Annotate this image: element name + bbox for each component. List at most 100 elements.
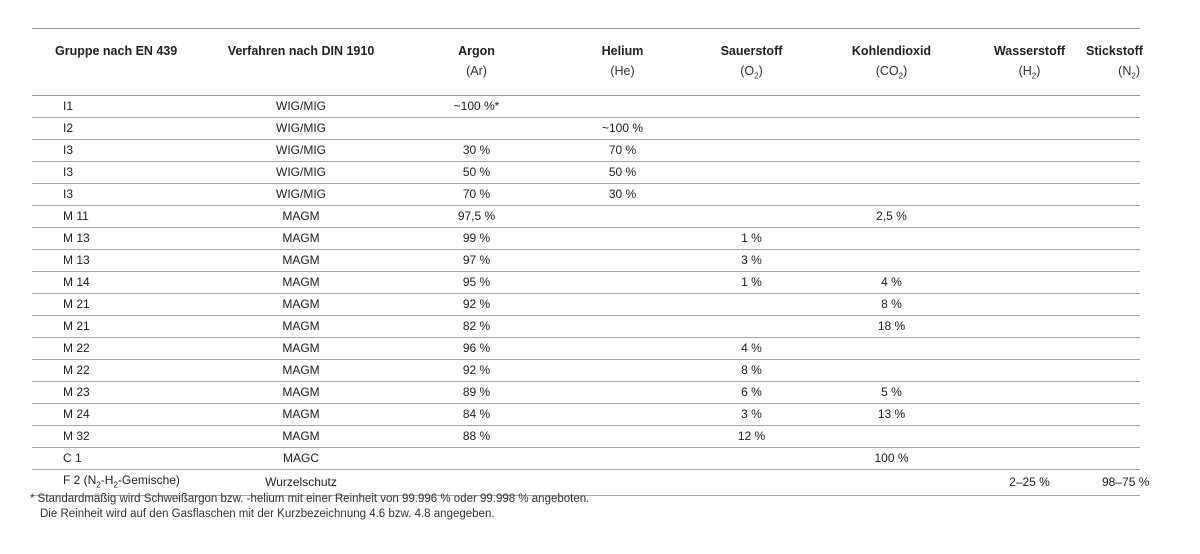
header-co2: Kohlendioxid (CO2) xyxy=(814,29,966,96)
table-row: M 11 MAGM 97,5 % 2,5 % xyxy=(32,205,1140,227)
header-oxygen: Sauerstoff (O2) xyxy=(686,29,814,96)
cell-oxygen xyxy=(686,315,814,337)
cell-argon: 88 % xyxy=(462,428,491,443)
group-label-part: -H xyxy=(100,472,114,487)
header-group-label: Gruppe nach EN 439 xyxy=(55,44,178,58)
cell-group: M 32 xyxy=(63,428,90,443)
cell-helium xyxy=(556,359,686,381)
formula-end: ) xyxy=(758,64,763,78)
cell-co2 xyxy=(814,183,966,205)
cell-hydrogen xyxy=(966,95,1086,117)
cell-nitrogen xyxy=(1086,205,1140,227)
cell-helium xyxy=(556,95,686,117)
cell-group: M 13 xyxy=(63,230,90,245)
table-row: C 1 MAGC 100 % xyxy=(32,447,1140,469)
cell-nitrogen xyxy=(1086,337,1140,359)
cell-hydrogen xyxy=(966,117,1086,139)
cell-argon: 50 % xyxy=(462,164,491,179)
cell-argon: 30 % xyxy=(462,142,491,157)
header-hydrogen-formula: (H2) xyxy=(973,61,1086,87)
table-row: M 21 MAGM 82 % 18 % xyxy=(32,315,1140,337)
cell-co2 xyxy=(814,139,966,161)
cell-oxygen xyxy=(686,139,814,161)
cell-hydrogen xyxy=(966,425,1086,447)
cell-hydrogen xyxy=(966,337,1086,359)
cell-nitrogen xyxy=(1086,315,1140,337)
cell-hydrogen xyxy=(966,183,1086,205)
cell-hydrogen xyxy=(966,359,1086,381)
cell-oxygen xyxy=(686,469,814,495)
footnote-line-1: * Standardmäßig wird Schweißargon bzw. -… xyxy=(30,493,590,505)
cell-hydrogen xyxy=(966,227,1086,249)
cell-group: I3 xyxy=(63,164,74,179)
table-row: F 2 (N2-H2-Gemische) Wurzelschutz 2–25 % 98… xyxy=(32,469,1149,496)
cell-oxygen: 8 % xyxy=(741,362,762,377)
cell-co2 xyxy=(814,161,966,183)
cell-process: MAGM xyxy=(282,406,320,421)
cell-co2 xyxy=(814,95,966,117)
cell-process: MAGM xyxy=(282,340,320,355)
cell-process: WIG/MIG xyxy=(276,120,326,135)
formula-main: (He) xyxy=(610,64,635,78)
cell-helium xyxy=(556,315,686,337)
cell-helium xyxy=(556,337,686,359)
formula-main: (N xyxy=(1118,64,1132,78)
cell-group: M 22 xyxy=(63,340,90,355)
formula-main: (Ar) xyxy=(466,64,487,78)
cell-hydrogen: 2–25 % xyxy=(1009,474,1050,489)
cell-group: M 24 xyxy=(63,406,90,421)
cell-oxygen xyxy=(686,205,814,227)
cell-hydrogen xyxy=(966,161,1086,183)
cell-process: MAGM xyxy=(282,296,320,311)
cell-helium xyxy=(556,271,686,293)
cell-co2 xyxy=(814,469,966,495)
table-row: M 13 MAGM 99 % 1 % xyxy=(32,227,1140,249)
cell-argon: 95 % xyxy=(462,274,491,289)
formula-index: 2 xyxy=(898,71,904,81)
header-hydrogen: Wasserstoff (H2) xyxy=(966,29,1086,96)
header-argon-label: Argon xyxy=(458,44,495,58)
footnote: * Standardmäßig wird Schweißargon bzw. -… xyxy=(30,492,589,522)
header-nitrogen-formula: (N2) xyxy=(1086,61,1140,87)
formula-end: ) xyxy=(903,64,908,78)
cell-argon: 82 % xyxy=(462,318,491,333)
formula-end: ) xyxy=(1036,64,1041,78)
header-co2-label: Kohlendioxid xyxy=(851,44,932,58)
cell-argon: 97 % xyxy=(462,252,491,267)
cell-nitrogen xyxy=(1086,447,1140,469)
cell-co2: 18 % xyxy=(877,318,906,333)
cell-co2 xyxy=(814,425,966,447)
table-row: M 22 MAGM 96 % 4 % xyxy=(32,337,1140,359)
header-helium: Helium (He) xyxy=(556,29,686,96)
cell-group: M 13 xyxy=(63,252,90,267)
cell-process: MAGM xyxy=(282,208,320,223)
cell-oxygen: 4 % xyxy=(741,340,762,355)
table-header: Gruppe nach EN 439 Verfahren nach DIN 191… xyxy=(32,28,1143,96)
table-row: M 14 MAGM 95 % 1 % 4 % xyxy=(32,271,1140,293)
cell-helium: 70 % xyxy=(608,142,637,157)
cell-process: Wurzelschutz xyxy=(265,474,337,489)
header-nitrogen-label: Stickstoff xyxy=(1086,44,1143,58)
cell-argon xyxy=(394,447,556,469)
formula-index: 2 xyxy=(754,71,759,81)
cell-argon xyxy=(394,117,556,139)
cell-nitrogen xyxy=(1086,249,1140,271)
cell-oxygen xyxy=(686,293,814,315)
table-row: I3 WIG/MIG 70 % 30 % xyxy=(32,183,1140,205)
cell-co2: 100 % xyxy=(874,450,909,465)
cell-group: M 23 xyxy=(63,384,90,399)
table-row: M 21 MAGM 92 % 8 % xyxy=(32,293,1140,315)
cell-group: I3 xyxy=(63,186,74,201)
header-argon: Argon (Ar) xyxy=(394,29,556,96)
header-process-label: Verfahren nach DIN 1910 xyxy=(227,44,375,58)
cell-nitrogen xyxy=(1086,359,1140,381)
cell-group: M 11 xyxy=(63,208,89,223)
cell-oxygen: 6 % xyxy=(741,384,762,399)
cell-co2 xyxy=(814,117,966,139)
cell-group: F 2 (N2-H2-Gemische) xyxy=(32,469,208,495)
group-label-part: -Gemische) xyxy=(117,472,180,487)
cell-process: MAGM xyxy=(282,362,320,377)
header-hydrogen-label: Wasserstoff xyxy=(993,44,1066,58)
cell-hydrogen xyxy=(966,139,1086,161)
cell-helium xyxy=(556,447,686,469)
